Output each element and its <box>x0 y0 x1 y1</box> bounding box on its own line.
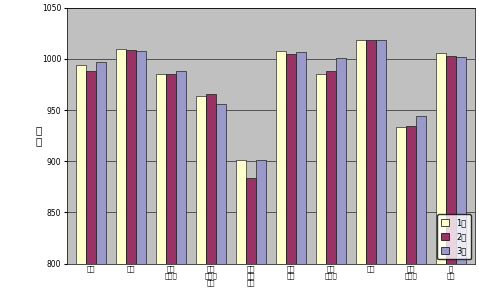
Bar <box>366 40 376 290</box>
Bar <box>136 51 146 290</box>
Bar <box>216 104 226 290</box>
Bar <box>326 71 336 290</box>
Bar <box>246 177 256 290</box>
Bar <box>336 58 346 290</box>
Bar <box>356 40 366 290</box>
Bar <box>156 74 166 290</box>
Bar <box>406 126 416 290</box>
Bar <box>76 65 86 290</box>
Bar <box>376 40 386 290</box>
Bar <box>126 50 136 290</box>
Bar <box>86 71 96 290</box>
Bar <box>166 74 176 290</box>
Legend: 1月, 2月, 3月: 1月, 2月, 3月 <box>437 214 471 260</box>
Bar <box>276 51 286 290</box>
Bar <box>416 116 426 290</box>
Bar <box>96 62 106 290</box>
Bar <box>196 96 206 290</box>
Bar <box>436 53 446 290</box>
Bar <box>456 57 466 290</box>
Bar <box>116 49 126 290</box>
Bar <box>396 127 406 290</box>
Bar <box>316 74 326 290</box>
Bar <box>236 160 246 290</box>
Bar <box>286 54 296 290</box>
Bar <box>256 160 266 290</box>
Bar <box>206 94 216 290</box>
Bar <box>176 71 186 290</box>
Bar <box>296 52 306 290</box>
Y-axis label: 指
数: 指 数 <box>35 125 41 146</box>
Bar <box>446 56 456 290</box>
